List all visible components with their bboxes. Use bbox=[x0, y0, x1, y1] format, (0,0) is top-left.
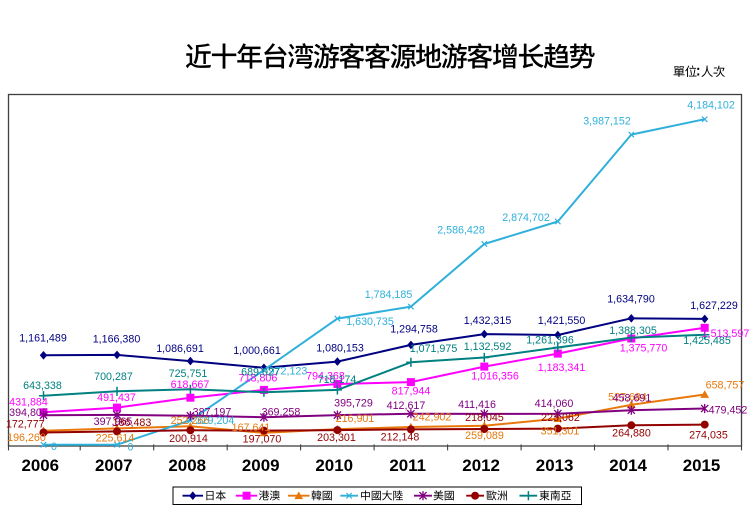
svg-text:259,089: 259,089 bbox=[465, 430, 504, 442]
svg-text:218,045: 218,045 bbox=[465, 412, 504, 424]
svg-text:1,161,489: 1,161,489 bbox=[19, 333, 67, 345]
svg-text:2014: 2014 bbox=[609, 456, 647, 475]
svg-text:369,258: 369,258 bbox=[262, 407, 301, 419]
svg-text:167,641: 167,641 bbox=[232, 422, 271, 434]
svg-text:2009: 2009 bbox=[242, 456, 280, 475]
svg-text:412,617: 412,617 bbox=[387, 400, 426, 412]
svg-text:351,301: 351,301 bbox=[541, 426, 580, 438]
svg-text:458,691: 458,691 bbox=[613, 393, 652, 405]
svg-text:1,000,661: 1,000,661 bbox=[233, 345, 281, 357]
svg-text:1,421,550: 1,421,550 bbox=[538, 315, 586, 327]
svg-text:1,016,356: 1,016,356 bbox=[471, 371, 519, 383]
svg-text:242,902: 242,902 bbox=[413, 412, 452, 424]
svg-text:274,035: 274,035 bbox=[689, 430, 728, 442]
svg-text:186,483: 186,483 bbox=[113, 417, 152, 429]
svg-text:2006: 2006 bbox=[22, 456, 60, 475]
svg-text:1,627,229: 1,627,229 bbox=[690, 300, 738, 312]
svg-text:1,432,315: 1,432,315 bbox=[464, 315, 512, 327]
svg-text:414,060: 414,060 bbox=[535, 398, 574, 410]
svg-text:200,914: 200,914 bbox=[169, 433, 208, 445]
svg-text:203,301: 203,301 bbox=[317, 432, 356, 444]
svg-text:387,197: 387,197 bbox=[193, 407, 232, 419]
svg-text:196,260: 196,260 bbox=[7, 432, 46, 444]
svg-text:1,630,735: 1,630,735 bbox=[346, 316, 394, 328]
svg-text:479,452: 479,452 bbox=[709, 405, 748, 417]
svg-text:700,287: 700,287 bbox=[94, 371, 133, 383]
svg-text:0: 0 bbox=[128, 442, 134, 454]
svg-text:972,123: 972,123 bbox=[269, 366, 308, 378]
svg-text:1,132,592: 1,132,592 bbox=[464, 341, 512, 353]
svg-text:2007: 2007 bbox=[95, 456, 133, 475]
svg-text:411,416: 411,416 bbox=[458, 399, 496, 411]
svg-text:252,266: 252,266 bbox=[171, 415, 210, 427]
svg-text:643,338: 643,338 bbox=[23, 380, 62, 392]
svg-text:397,965: 397,965 bbox=[94, 416, 133, 428]
svg-text:3,987,152: 3,987,152 bbox=[583, 116, 631, 128]
svg-text:2015: 2015 bbox=[683, 456, 721, 475]
svg-text:794,368: 794,368 bbox=[306, 371, 345, 383]
svg-text:197,070: 197,070 bbox=[243, 434, 282, 446]
svg-text:491,437: 491,437 bbox=[97, 392, 136, 404]
svg-text:264,880: 264,880 bbox=[612, 428, 651, 440]
svg-text:395,729: 395,729 bbox=[334, 398, 373, 410]
svg-text:1,375,770: 1,375,770 bbox=[620, 343, 668, 355]
svg-text:2012: 2012 bbox=[462, 456, 500, 475]
svg-text:0: 0 bbox=[51, 441, 57, 453]
svg-text:1,513,597: 1,513,597 bbox=[702, 328, 749, 340]
svg-text:1,425,485: 1,425,485 bbox=[683, 335, 731, 347]
svg-text:2013: 2013 bbox=[536, 456, 574, 475]
svg-text:1,388,305: 1,388,305 bbox=[609, 325, 657, 337]
svg-text:527,684: 527,684 bbox=[608, 392, 647, 404]
svg-text:2010: 2010 bbox=[315, 456, 353, 475]
svg-text:1,080,153: 1,080,153 bbox=[316, 343, 364, 355]
svg-text:725,751: 725,751 bbox=[169, 368, 208, 380]
svg-text:1,261,396: 1,261,396 bbox=[526, 335, 574, 347]
svg-text:2011: 2011 bbox=[389, 456, 426, 475]
svg-text:431,884: 431,884 bbox=[9, 397, 48, 409]
svg-text:225,614: 225,614 bbox=[96, 433, 135, 445]
svg-text:216,901: 216,901 bbox=[336, 413, 375, 425]
svg-text:689,027: 689,027 bbox=[241, 367, 280, 379]
svg-text:718,806: 718,806 bbox=[239, 373, 278, 385]
svg-text:1,294,758: 1,294,758 bbox=[390, 324, 438, 336]
svg-text:618,667: 618,667 bbox=[171, 379, 210, 391]
svg-text:1,086,691: 1,086,691 bbox=[156, 343, 204, 355]
svg-text:329,204: 329,204 bbox=[196, 415, 235, 427]
svg-text:223,062: 223,062 bbox=[541, 412, 580, 424]
svg-text:2,874,702: 2,874,702 bbox=[502, 212, 550, 224]
svg-text:817,944: 817,944 bbox=[392, 386, 431, 398]
svg-text:212,148: 212,148 bbox=[381, 432, 420, 444]
svg-text:1,071,975: 1,071,975 bbox=[410, 343, 458, 355]
svg-text:1,634,790: 1,634,790 bbox=[607, 294, 655, 306]
svg-text:1,183,341: 1,183,341 bbox=[538, 362, 586, 374]
svg-text:2,586,428: 2,586,428 bbox=[437, 225, 485, 237]
svg-text:172,777: 172,777 bbox=[6, 419, 45, 431]
svg-text:658,757: 658,757 bbox=[706, 380, 745, 392]
svg-text:2008: 2008 bbox=[168, 456, 206, 475]
svg-text:718,174: 718,174 bbox=[318, 374, 357, 386]
svg-text:394,805: 394,805 bbox=[9, 407, 48, 419]
svg-text:1,166,380: 1,166,380 bbox=[93, 334, 141, 346]
svg-text:1,784,185: 1,784,185 bbox=[365, 289, 413, 301]
svg-text:4,184,102: 4,184,102 bbox=[687, 100, 735, 112]
